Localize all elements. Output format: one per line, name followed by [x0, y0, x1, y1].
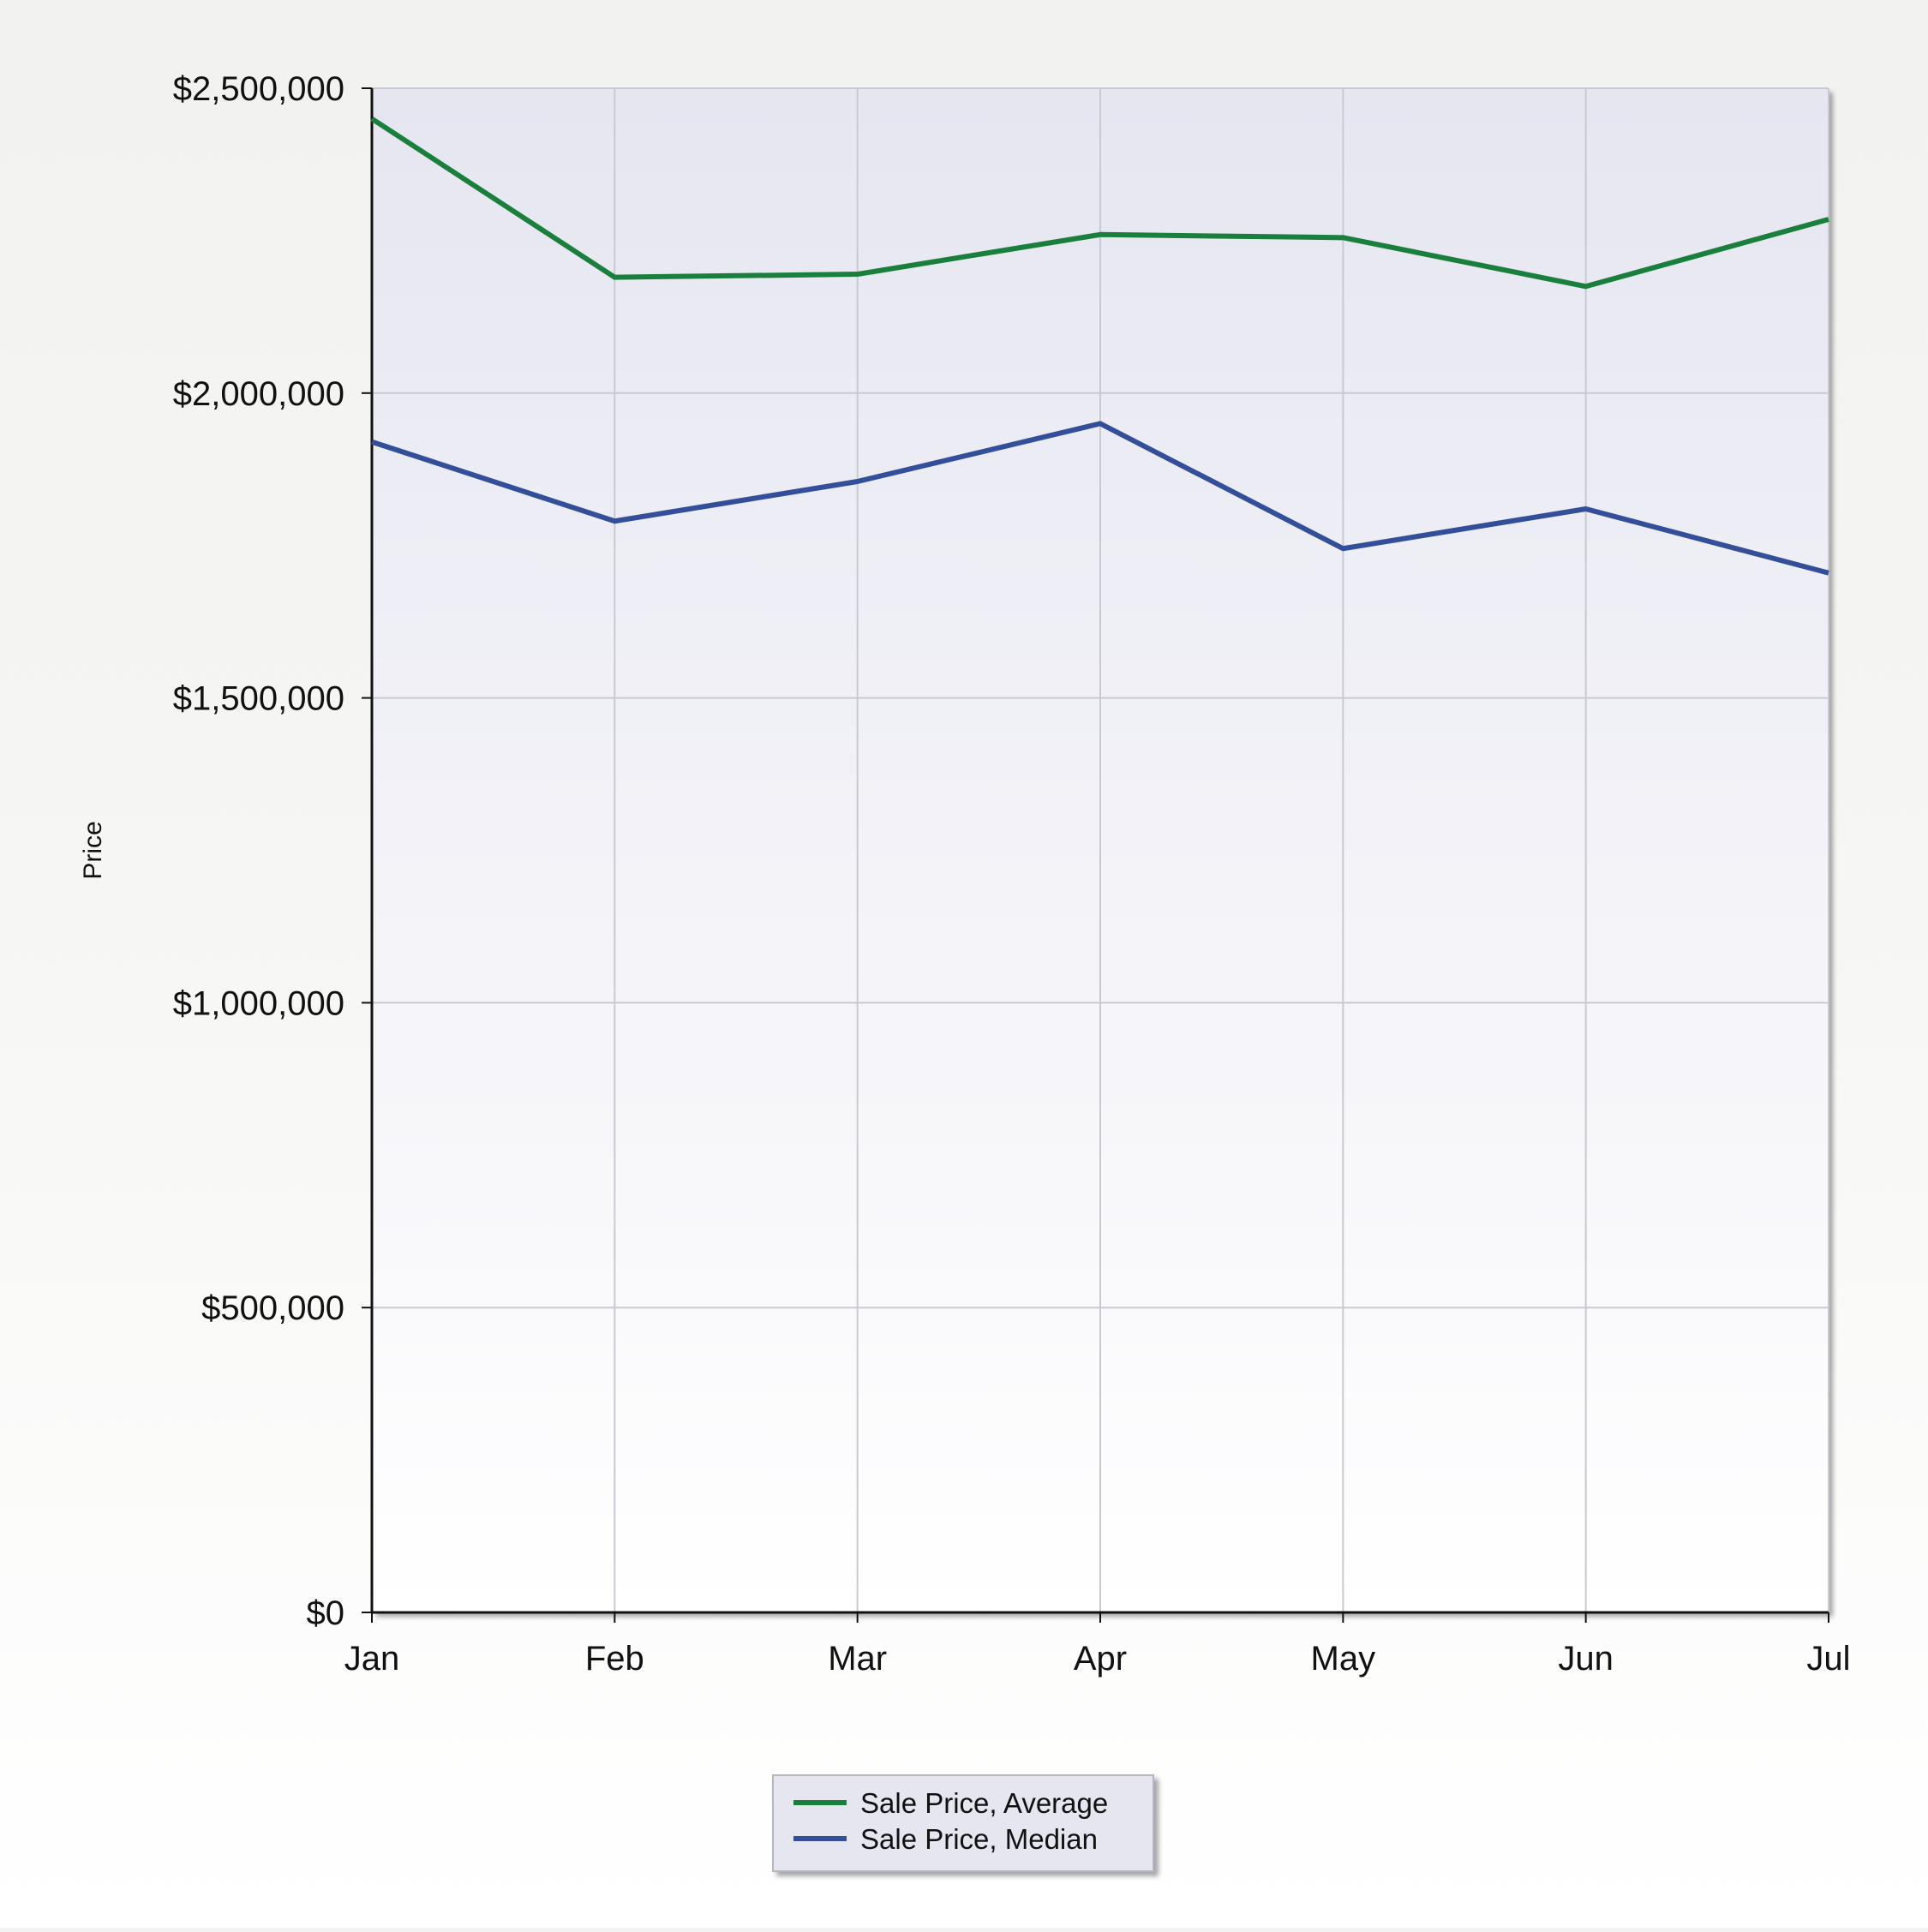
series-line-1 — [371, 421, 1829, 576]
grid-lines — [371, 87, 1829, 1613]
y-axis-tick-labels: $0 $500,000 $1,000,000 $1,500,000 $2,000,000… — [173, 70, 344, 1632]
x-tick-label-0: Jan — [344, 1640, 400, 1678]
x-tick-label-6: Jul — [1806, 1640, 1850, 1678]
y-tick-label-1: $500,000 — [201, 1289, 344, 1327]
y-axis-label: Price — [79, 821, 107, 879]
legend-label-1: Sale Price, Median — [860, 1823, 1098, 1855]
x-tick-label-2: Mar — [828, 1640, 887, 1678]
axes — [362, 87, 1829, 1623]
legend: Sale Price, Average Sale Price, Median — [772, 1774, 1154, 1872]
x-tick-label-4: May — [1311, 1640, 1376, 1678]
y-tick-label-3: $1,500,000 — [173, 680, 344, 718]
y-tick-label-2: $1,000,000 — [173, 984, 344, 1022]
x-tick-label-3: Apr — [1074, 1640, 1127, 1678]
legend-label-0: Sale Price, Average — [860, 1787, 1108, 1819]
y-tick-label-4: $2,000,000 — [173, 375, 344, 413]
legend-box — [772, 1774, 1154, 1872]
y-tick-label-5: $2,500,000 — [173, 70, 344, 108]
x-tick-label-5: Jun — [1558, 1640, 1614, 1678]
x-tick-label-1: Feb — [585, 1640, 644, 1678]
series-lines — [370, 117, 1829, 576]
x-axis-tick-labels: Jan Feb Mar Apr May Jun Jul — [344, 1640, 1851, 1678]
y-tick-label-0: $0 — [307, 1594, 345, 1632]
series-line-0 — [370, 117, 1829, 290]
